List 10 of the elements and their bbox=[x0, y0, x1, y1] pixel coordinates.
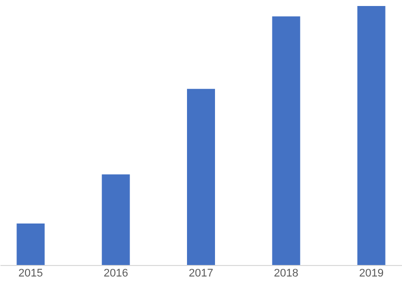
bar bbox=[102, 174, 130, 265]
x-tick-label: 2017 bbox=[188, 268, 214, 280]
x-tick-label: 2015 bbox=[18, 268, 43, 280]
x-tick-label: 2016 bbox=[104, 268, 128, 280]
x-tick-label: 2018 bbox=[274, 268, 298, 280]
bar bbox=[272, 16, 300, 265]
x-tick-label: 2019 bbox=[359, 268, 384, 280]
bar bbox=[187, 88, 215, 265]
bar bbox=[357, 6, 386, 265]
bar bbox=[16, 224, 45, 265]
